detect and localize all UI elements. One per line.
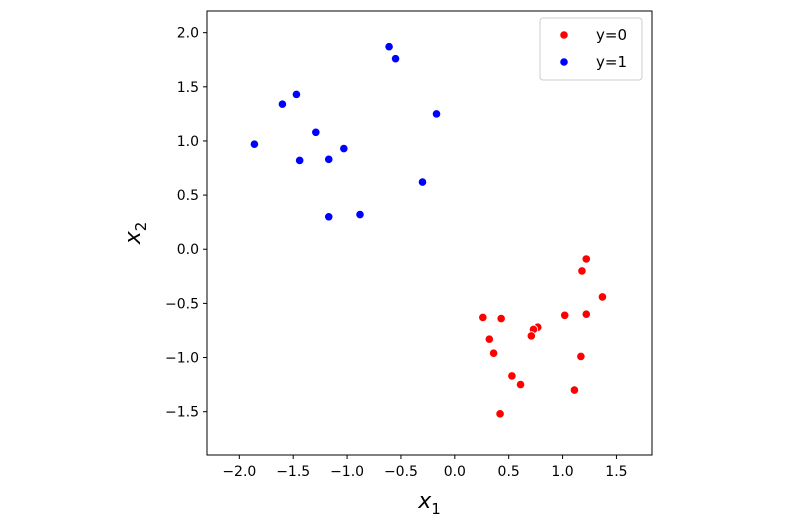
data-point-class-0 — [576, 351, 586, 362]
y-axis-ticks: −1.5 −1.0 −0.5 0.0 0.5 1.0 1.5 2.0 — [165, 26, 207, 421]
y-axis-label-subscript: 2 — [132, 222, 150, 232]
y-tick-label: −1.0 — [165, 351, 199, 367]
legend: y=0 y=1 — [539, 17, 643, 81]
x-tick-label: 1.0 — [551, 464, 573, 480]
data-point-class-0 — [569, 385, 580, 395]
legend-marker — [559, 30, 569, 40]
legend-label: y=1 — [596, 53, 627, 71]
data-point-class-1 — [355, 209, 365, 220]
y-axis-label: x2 — [121, 222, 150, 246]
x-tick-label: 1.5 — [605, 464, 627, 480]
x-tick-label: 0.0 — [444, 464, 466, 480]
data-point-class-0 — [507, 371, 517, 381]
data-point-class-1 — [324, 154, 334, 164]
data-point-class-1 — [390, 54, 401, 64]
data-point-class-0 — [496, 313, 506, 324]
data-point-class-0 — [577, 266, 587, 276]
y-tick-label: 0.0 — [177, 242, 199, 258]
legend-label: y=0 — [596, 26, 627, 44]
data-point-class-1 — [295, 155, 305, 166]
x-tick-label: −1.5 — [276, 464, 310, 480]
y-tick-label: −1.5 — [165, 405, 199, 421]
data-point-class-1 — [431, 109, 442, 119]
data-point-class-1 — [277, 99, 288, 109]
data-point-class-0 — [515, 380, 526, 390]
x-axis-label-base: x — [417, 489, 432, 514]
data-point-class-1 — [339, 143, 349, 154]
data-point-class-1 — [384, 42, 394, 52]
data-point-class-0 — [581, 254, 591, 264]
x-tick-label: 0.5 — [498, 464, 520, 480]
data-point-class-1 — [324, 212, 334, 222]
x-axis-label-subscript: 1 — [431, 500, 441, 518]
y-axis-label-base: x — [121, 230, 146, 245]
plot-marks — [249, 42, 608, 419]
data-point-class-0 — [495, 409, 505, 419]
y-tick-label: 0.5 — [177, 188, 199, 204]
x-tick-label: −1.0 — [330, 464, 364, 480]
data-point-class-1 — [249, 139, 260, 149]
x-tick-label: −0.5 — [384, 464, 418, 480]
data-point-class-1 — [311, 127, 321, 137]
data-point-class-0 — [478, 312, 488, 323]
y-tick-label: 1.5 — [177, 80, 199, 96]
legend-marker — [559, 57, 569, 67]
x-tick-label: −2.0 — [222, 464, 256, 480]
data-point-class-0 — [581, 309, 591, 319]
data-point-class-0 — [484, 334, 494, 344]
data-point-class-0 — [560, 310, 570, 320]
data-point-class-1 — [291, 89, 302, 99]
axes-frame — [206, 10, 653, 456]
x-axis-ticks: −2.0 −1.5 −1.0 −0.5 0.0 0.5 1.0 1.5 — [222, 455, 628, 480]
y-tick-label: 2.0 — [177, 26, 199, 42]
y-tick-label: 1.0 — [177, 134, 199, 150]
x-axis-label: x1 — [417, 489, 441, 518]
y-tick-label: −0.5 — [165, 296, 199, 312]
data-point-class-0 — [526, 331, 536, 341]
data-point-class-0 — [489, 348, 499, 358]
data-point-class-0 — [597, 292, 608, 302]
data-point-class-1 — [417, 177, 428, 187]
